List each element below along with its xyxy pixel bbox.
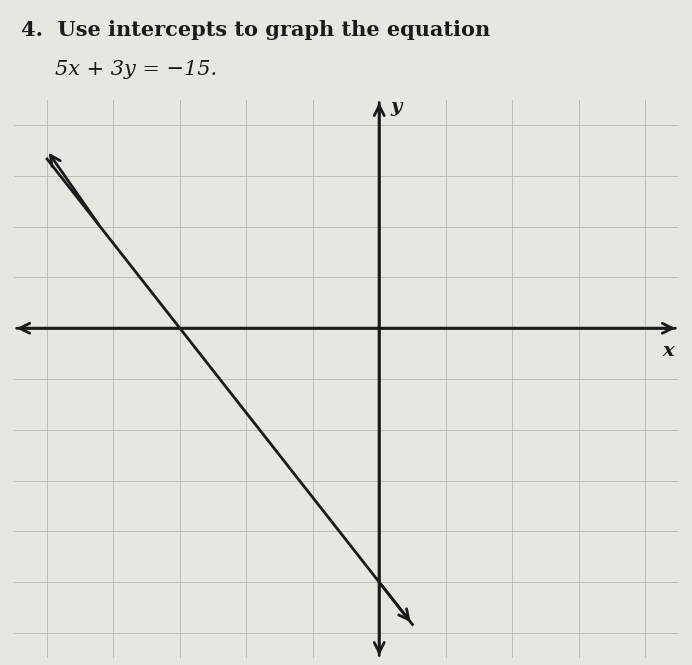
Text: x: x xyxy=(662,342,674,360)
Text: y: y xyxy=(390,98,401,116)
Text: 4.  Use intercepts to graph the equation: 4. Use intercepts to graph the equation xyxy=(21,20,490,40)
Text: 5x + 3y = −15.: 5x + 3y = −15. xyxy=(55,60,217,79)
